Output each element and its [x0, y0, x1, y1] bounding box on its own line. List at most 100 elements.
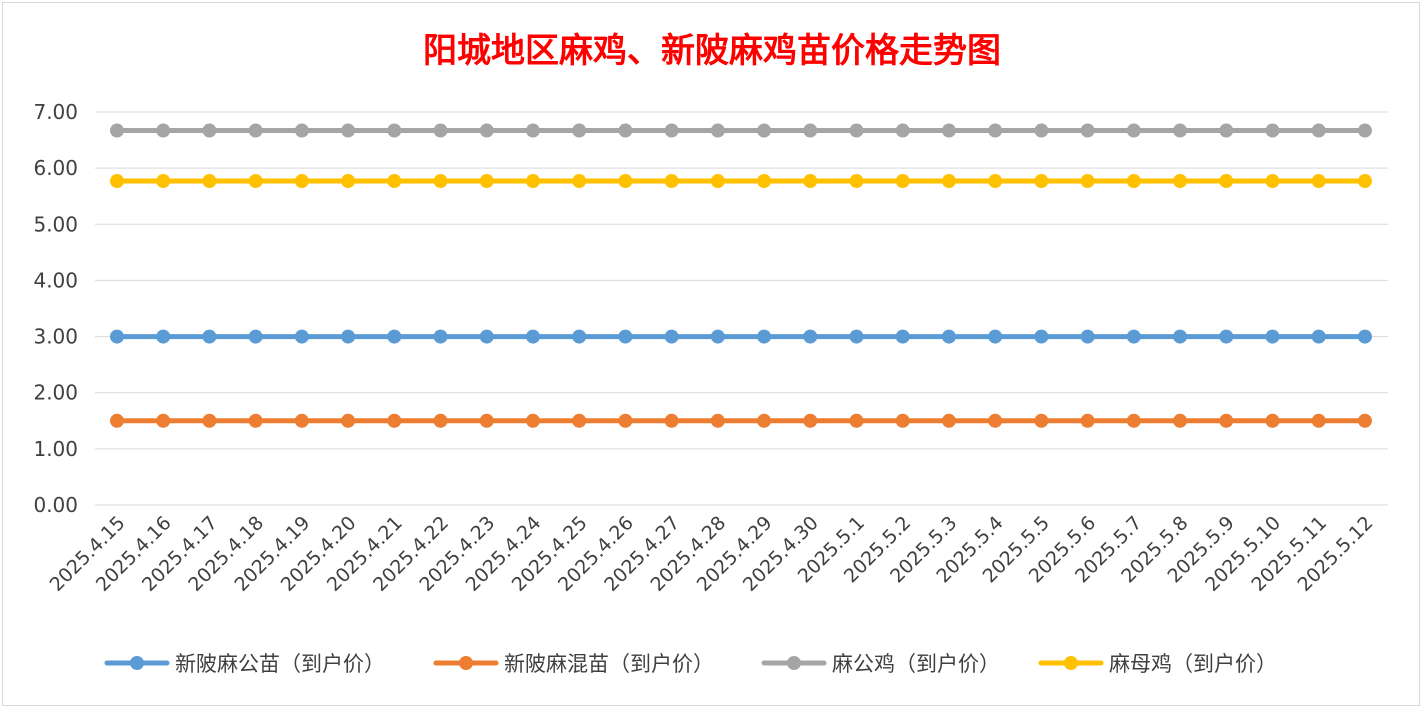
data-point [525, 123, 540, 138]
data-point [988, 329, 1003, 344]
data-point [710, 329, 725, 344]
data-point [618, 174, 633, 189]
data-point [572, 174, 587, 189]
data-point [757, 329, 772, 344]
data-point [618, 413, 633, 428]
data-point [988, 413, 1003, 428]
series-1 [110, 329, 1372, 344]
data-point [1357, 329, 1372, 344]
legend-item: 麻公鸡（到户价） [761, 652, 1000, 676]
data-point [1126, 123, 1141, 138]
data-point [1311, 174, 1326, 189]
y-tick-label: 2.00 [33, 381, 78, 405]
y-axis-ticks: 0.00 1.00 2.00 3.00 4.00 5.00 6.00 7.00 [33, 100, 78, 517]
legend: 新陂麻公苗（到户价） 新陂麻混苗（到户价） 麻公鸡（到户价） 麻母鸡（到户价） [104, 652, 1277, 676]
data-point [1219, 123, 1234, 138]
data-point [110, 413, 124, 428]
data-point [1080, 123, 1095, 138]
legend-swatch-marker [787, 656, 801, 670]
data-point [341, 123, 356, 138]
data-point [1080, 174, 1095, 189]
data-point [525, 413, 540, 428]
data-point [1173, 123, 1188, 138]
data-point [110, 329, 124, 344]
data-point [895, 123, 910, 138]
legend-item: 新陂麻公苗（到户价） [104, 652, 385, 676]
data-point [1265, 174, 1280, 189]
data-point [1034, 329, 1049, 344]
series-3 [110, 123, 1372, 138]
data-point [618, 329, 633, 344]
data-point [248, 123, 263, 138]
data-point [664, 413, 679, 428]
data-point [1357, 123, 1372, 138]
data-point [294, 329, 309, 344]
data-point [525, 174, 540, 189]
data-point [1219, 329, 1234, 344]
data-point [849, 329, 864, 344]
y-tick-label: 5.00 [33, 212, 78, 236]
data-point [479, 123, 494, 138]
data-point [1311, 329, 1326, 344]
y-tick-label: 6.00 [33, 156, 78, 180]
data-point [1311, 413, 1326, 428]
legend-label: 麻公鸡（到户价） [832, 652, 1000, 676]
data-point [988, 123, 1003, 138]
data-point [710, 413, 725, 428]
data-point [1219, 174, 1234, 189]
data-point [1265, 413, 1280, 428]
data-point [1126, 413, 1141, 428]
data-point [664, 329, 679, 344]
data-point [895, 413, 910, 428]
data-point [387, 413, 402, 428]
data-point [1173, 413, 1188, 428]
data-point [156, 329, 171, 344]
data-point [1357, 413, 1372, 428]
data-point [156, 123, 171, 138]
data-point [1173, 329, 1188, 344]
data-point [248, 329, 263, 344]
legend-swatch-marker [130, 656, 144, 670]
data-point [895, 329, 910, 344]
data-point [1357, 174, 1372, 189]
series-4 [110, 174, 1372, 189]
legend-item: 麻母鸡（到户价） [1038, 652, 1277, 676]
y-tick-label: 3.00 [33, 325, 78, 349]
legend-swatch-marker [459, 656, 473, 670]
data-point [757, 413, 772, 428]
data-point [110, 174, 124, 189]
data-point [341, 413, 356, 428]
data-point [1034, 123, 1049, 138]
data-point [341, 329, 356, 344]
data-point [433, 413, 448, 428]
data-point [572, 123, 587, 138]
data-point [849, 413, 864, 428]
data-point [202, 123, 217, 138]
data-point [572, 413, 587, 428]
data-point [941, 413, 956, 428]
data-point [803, 174, 818, 189]
data-point [433, 174, 448, 189]
data-point [1173, 174, 1188, 189]
data-point [664, 123, 679, 138]
data-point [803, 413, 818, 428]
y-tick-label: 1.00 [33, 437, 78, 461]
data-point [1219, 413, 1234, 428]
data-point [941, 329, 956, 344]
data-point [294, 174, 309, 189]
legend-swatch-marker [1064, 656, 1078, 670]
data-point [803, 123, 818, 138]
data-point [433, 329, 448, 344]
y-tick-label: 4.00 [33, 268, 78, 292]
y-tick-label: 7.00 [33, 100, 78, 124]
data-point [895, 174, 910, 189]
legend-item: 新陂麻混苗（到户价） [433, 652, 714, 676]
legend-label: 麻母鸡（到户价） [1109, 652, 1277, 676]
data-point [757, 174, 772, 189]
data-point [294, 123, 309, 138]
legend-label: 新陂麻混苗（到户价） [504, 652, 714, 676]
data-point [479, 329, 494, 344]
data-point [710, 174, 725, 189]
